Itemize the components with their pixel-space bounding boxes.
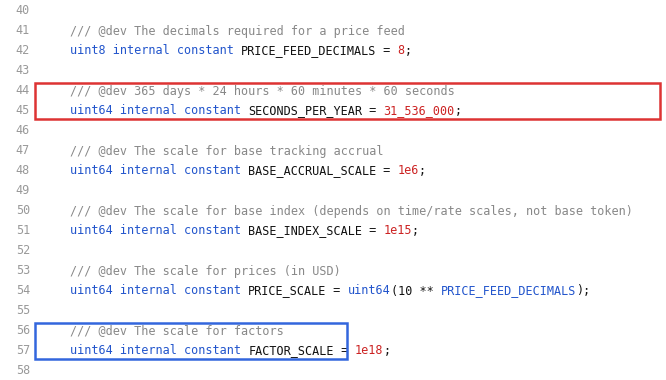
Text: 48: 48 [16,165,30,177]
Text: uint64: uint64 [348,285,391,298]
Text: ;: ; [405,44,412,57]
Text: 45: 45 [16,105,30,117]
Text: ;: ; [384,345,391,358]
Text: ;: ; [419,165,426,177]
Text: =: = [362,105,384,117]
Text: 58: 58 [16,364,30,377]
Text: uint64 internal constant: uint64 internal constant [70,285,248,298]
Text: uint64 internal constant: uint64 internal constant [70,345,248,358]
Text: =: = [376,165,398,177]
Text: /// @dev The decimals required for a price feed: /// @dev The decimals required for a pri… [70,24,405,38]
Text: 42: 42 [16,44,30,57]
Text: =: = [376,44,398,57]
Text: /// @dev The scale for base index (depends on time/rate scales, not base token): /// @dev The scale for base index (depen… [70,204,633,217]
Text: =: = [362,225,384,238]
Text: FACTOR_SCALE: FACTOR_SCALE [248,345,334,358]
Text: /// @dev The scale for factors: /// @dev The scale for factors [70,325,284,337]
Text: 56: 56 [16,325,30,337]
Text: 51: 51 [16,225,30,238]
Text: SECONDS_PER_YEAR: SECONDS_PER_YEAR [248,105,362,117]
Text: 44: 44 [16,84,30,98]
Text: 46: 46 [16,125,30,138]
Text: uint64 internal constant: uint64 internal constant [70,225,248,238]
Text: uint8 internal constant: uint8 internal constant [70,44,241,57]
Text: (10 **: (10 ** [391,285,440,298]
Text: /// @dev The scale for base tracking accrual: /// @dev The scale for base tracking acc… [70,144,384,157]
Text: BASE_ACCRUAL_SCALE: BASE_ACCRUAL_SCALE [248,165,376,177]
Text: BASE_INDEX_SCALE: BASE_INDEX_SCALE [248,225,362,238]
Text: 1e18: 1e18 [355,345,384,358]
Text: 57: 57 [16,345,30,358]
Text: 8: 8 [398,44,405,57]
Text: ;: ; [455,105,462,117]
Text: PRICE_FEED_DECIMALS: PRICE_FEED_DECIMALS [440,285,576,298]
Text: 31_536_000: 31_536_000 [384,105,455,117]
Text: /// @dev 365 days * 24 hours * 60 minutes * 60 seconds: /// @dev 365 days * 24 hours * 60 minute… [70,84,455,98]
Text: PRICE_SCALE: PRICE_SCALE [248,285,326,298]
Text: =: = [326,285,348,298]
Text: PRICE_FEED_DECIMALS: PRICE_FEED_DECIMALS [241,44,376,57]
Text: 43: 43 [16,65,30,78]
Text: 41: 41 [16,24,30,38]
Bar [35,323,347,359]
Text: 40: 40 [16,5,30,17]
Text: 47: 47 [16,144,30,157]
Text: 54: 54 [16,285,30,298]
Text: /// @dev The scale for prices (in USD): /// @dev The scale for prices (in USD) [70,264,341,277]
Text: 52: 52 [16,244,30,258]
Text: uint64 internal constant: uint64 internal constant [70,105,248,117]
Text: uint64 internal constant: uint64 internal constant [70,165,248,177]
Text: );: ); [576,285,590,298]
Text: ;: ; [412,225,419,238]
Text: 53: 53 [16,264,30,277]
Text: 1e15: 1e15 [384,225,412,238]
Text: 55: 55 [16,304,30,318]
Text: 50: 50 [16,204,30,217]
Text: 1e6: 1e6 [398,165,419,177]
Text: 49: 49 [16,185,30,198]
Text: =: = [334,345,355,358]
Bar [35,82,660,119]
